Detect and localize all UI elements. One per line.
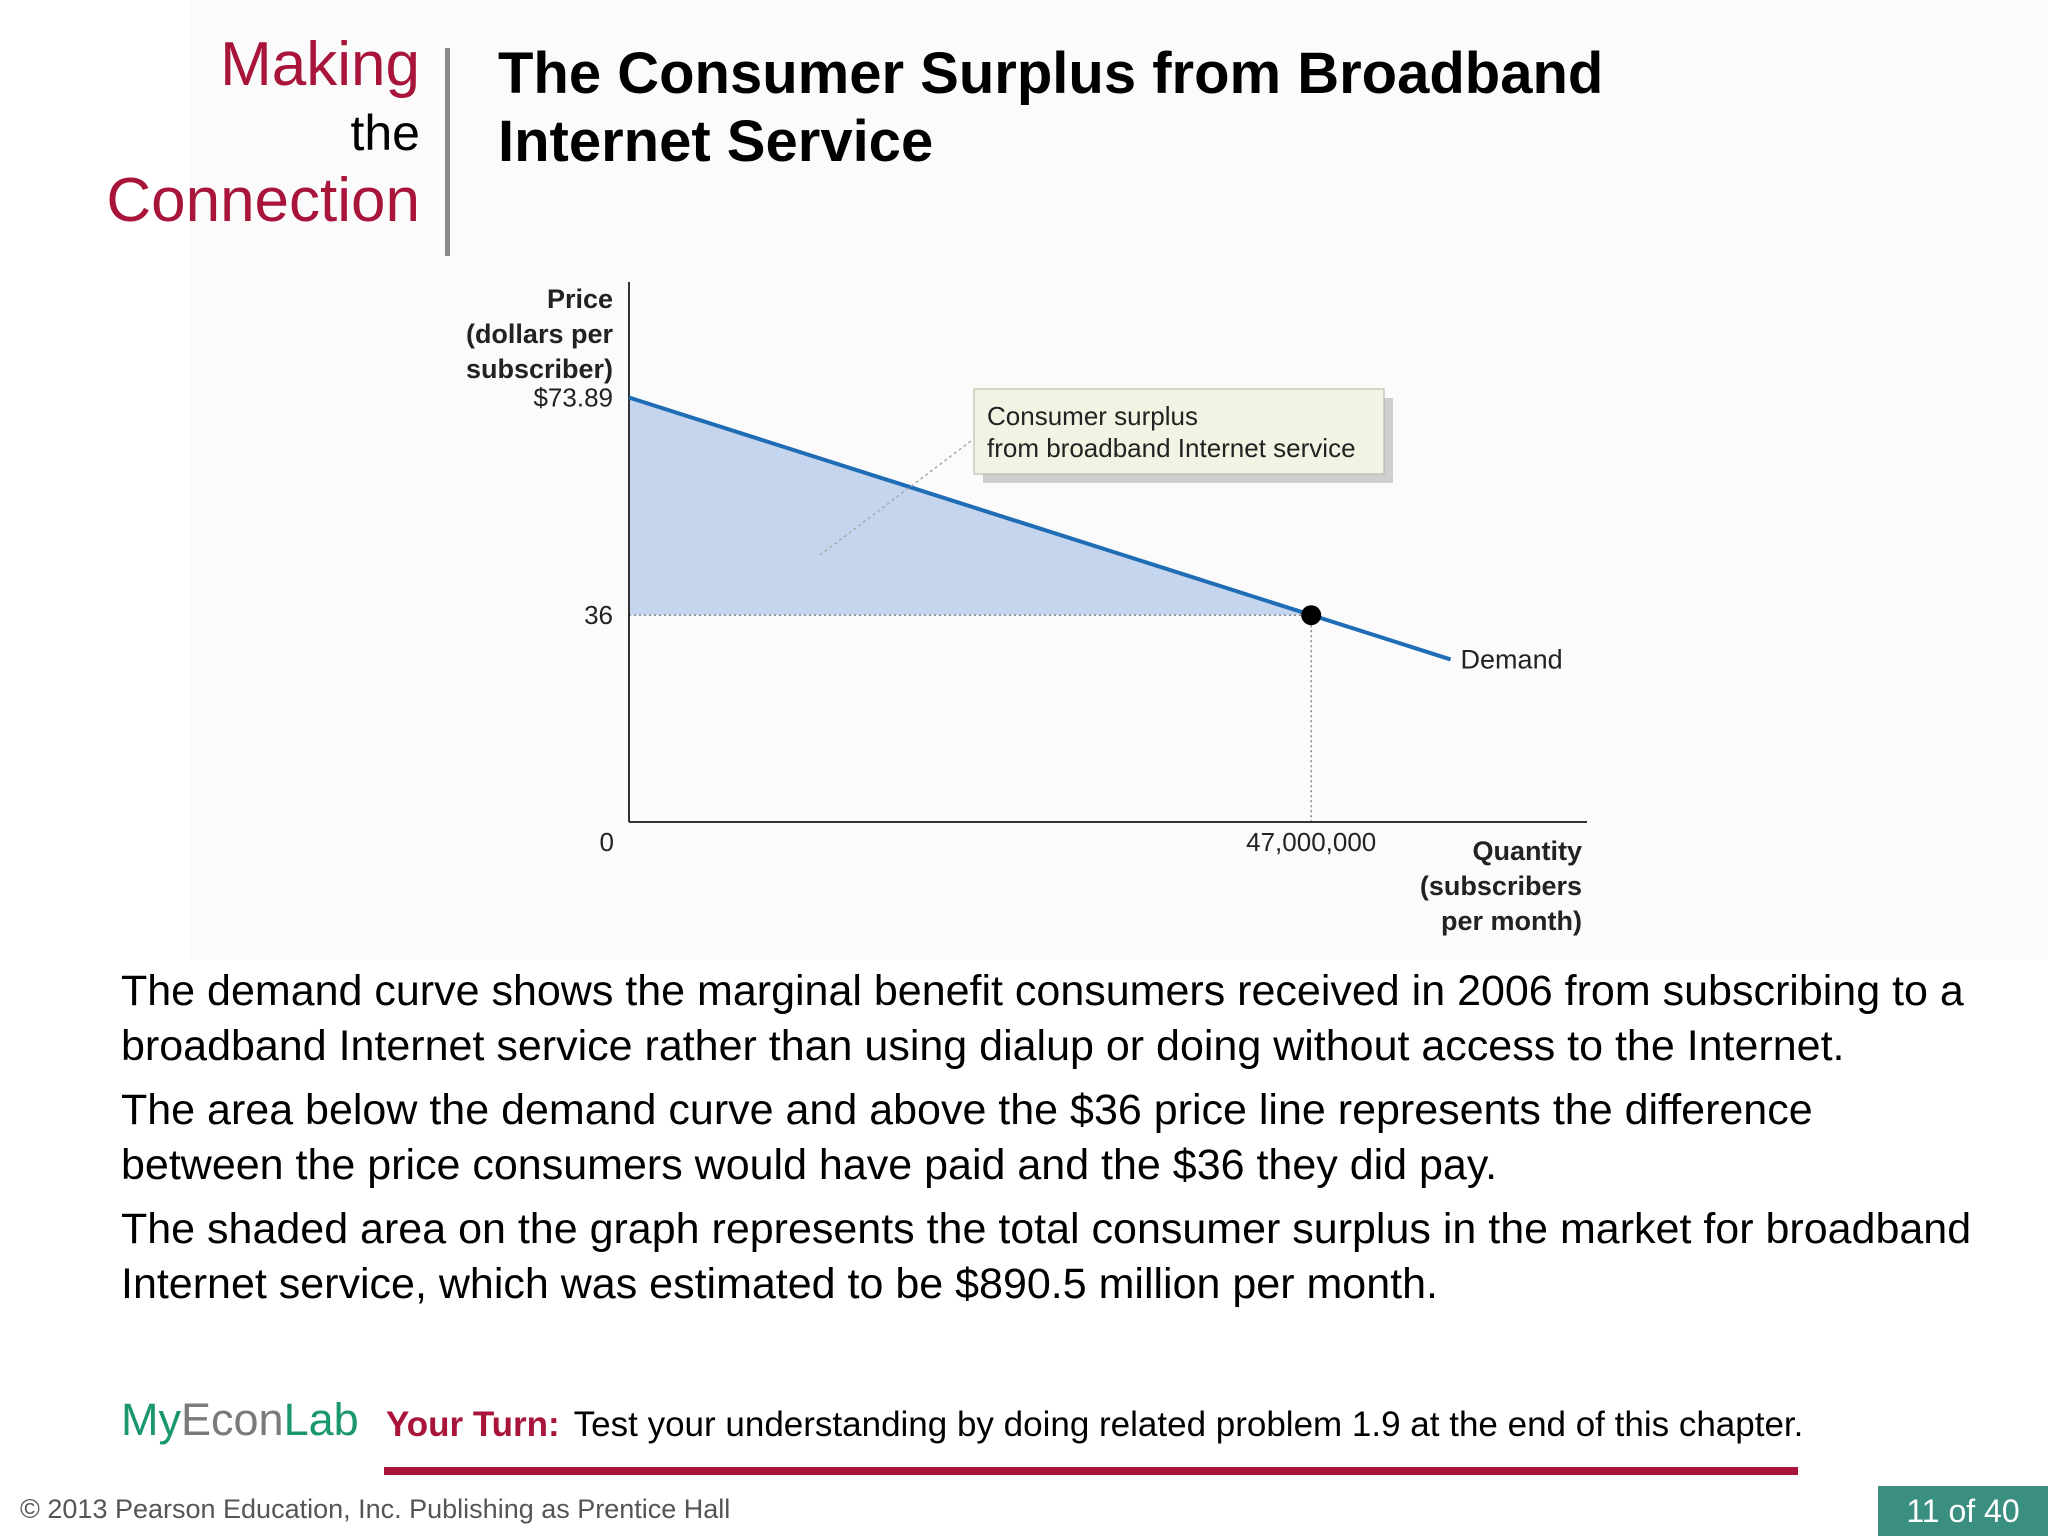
callout-text: Consumer surplus bbox=[987, 401, 1198, 431]
making-the-connection-label: Making the Connection bbox=[60, 30, 420, 236]
logo-econ: Econ bbox=[181, 1394, 284, 1445]
x-tick-label: 47,000,000 bbox=[1246, 827, 1376, 857]
copyright-footer: © 2013 Pearson Education, Inc. Publishin… bbox=[20, 1494, 731, 1524]
making-text: Making bbox=[220, 30, 420, 99]
your-turn-text: Test your understanding by doing related… bbox=[573, 1405, 1804, 1444]
x-axis-title: (subscribers bbox=[1420, 871, 1582, 901]
body-text: The demand curve shows the marginal bene… bbox=[121, 964, 1981, 1321]
page-indicator: 11 of 40 bbox=[1878, 1486, 2048, 1536]
consumer-surplus-chart: Demand $73.89 36 0 47,000,000 Price (dollars p… bbox=[466, 282, 1587, 936]
slide-title: The Consumer Surplus from Broadband Inte… bbox=[498, 40, 1698, 176]
y-axis-title: subscriber) bbox=[466, 354, 613, 384]
your-turn: Your Turn: Test your understanding by doi… bbox=[386, 1402, 1803, 1448]
paragraph-shaded-area: The shaded area on the graph represents … bbox=[121, 1205, 1972, 1308]
demand-label: Demand bbox=[1461, 644, 1563, 674]
the-text: the bbox=[350, 105, 420, 161]
paragraph-area-below: The area below the demand curve and abov… bbox=[121, 1086, 1813, 1189]
myeconlab-logo[interactable]: MyEconLab bbox=[121, 1392, 359, 1448]
callout-box bbox=[973, 388, 1385, 475]
y-tick-label: $73.89 bbox=[533, 383, 613, 413]
your-turn-label: Your Turn: bbox=[386, 1405, 560, 1444]
connection-text: Connection bbox=[106, 166, 420, 235]
heading-divider bbox=[445, 48, 450, 256]
y-axis-title: (dollars per bbox=[466, 319, 614, 349]
y-tick-label: 0 bbox=[600, 827, 614, 857]
title-line-2: Internet Service bbox=[498, 109, 934, 174]
callout-text: from broadband Internet service bbox=[987, 433, 1356, 463]
x-axis-title: per month) bbox=[1441, 906, 1582, 936]
your-turn-underline bbox=[384, 1467, 1798, 1475]
x-axis-title: Quantity bbox=[1472, 836, 1582, 866]
y-tick-label: 36 bbox=[584, 600, 613, 630]
y-axis-title: Price bbox=[547, 284, 613, 314]
callout-leader-line bbox=[819, 437, 976, 556]
title-line-1: The Consumer Surplus from Broadband bbox=[498, 41, 1604, 106]
paragraph-demand-curve: The demand curve shows the marginal bene… bbox=[121, 967, 1964, 1070]
equilibrium-point bbox=[1301, 605, 1322, 626]
logo-my: My bbox=[121, 1394, 181, 1445]
logo-lab: Lab bbox=[283, 1394, 359, 1445]
